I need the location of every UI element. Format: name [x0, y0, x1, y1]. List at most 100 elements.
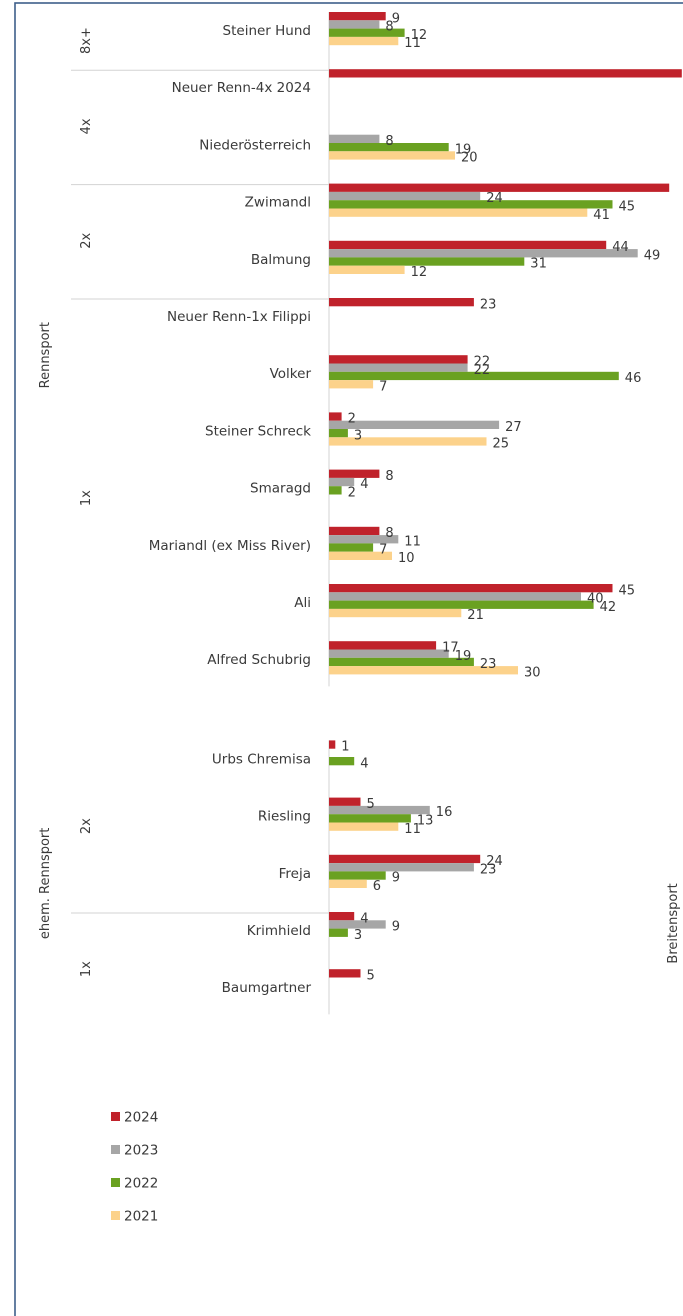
group-label: 4x [79, 118, 94, 134]
bar-2024 [329, 12, 386, 21]
value-label: 7 [379, 543, 387, 558]
bar-2022 [329, 429, 348, 438]
value-label: 21 [467, 608, 484, 623]
bar-2021 [329, 879, 367, 888]
value-label: 25 [493, 437, 510, 452]
category-label: Baumgartner [222, 980, 312, 996]
bar-2023 [329, 863, 474, 872]
bar-2024 [329, 969, 361, 978]
bar-2023 [329, 649, 449, 658]
category-label: Alfred Schubrig [207, 652, 311, 668]
value-label: 31 [530, 257, 547, 272]
value-label: 12 [411, 28, 428, 43]
bar-2023 [329, 535, 399, 544]
bar-2021 [329, 36, 399, 46]
group-label: 1x [79, 490, 94, 506]
bar-2022 [329, 28, 405, 37]
bar-2023 [329, 805, 430, 815]
value-label: 46 [625, 371, 642, 386]
value-label: 11 [404, 822, 421, 837]
bar-2022 [329, 486, 342, 495]
bar-2021 [329, 666, 518, 675]
value-label: 6 [373, 879, 381, 894]
value-label: 4 [360, 756, 368, 771]
bar-2024 [329, 298, 474, 307]
value-label: 40 [587, 592, 604, 607]
value-label: 4 [360, 911, 368, 926]
bar-2024 [329, 183, 670, 192]
value-label: 11 [404, 36, 421, 51]
category-label: Zwimandl [245, 195, 311, 211]
bar-2024 [329, 526, 380, 536]
group-label: 2x [79, 818, 94, 834]
bar-2022 [329, 657, 474, 667]
value-label: 3 [354, 428, 362, 443]
legend-swatch [111, 1145, 120, 1154]
value-label: 7 [379, 379, 387, 394]
value-label: 9 [392, 871, 400, 886]
value-label: 23 [480, 657, 497, 672]
section-label: ehem. Rennsport [38, 828, 53, 940]
value-label: 22 [474, 355, 491, 370]
bar-2021 [329, 380, 374, 389]
value-label: 24 [486, 191, 503, 206]
value-label: 3 [354, 928, 362, 943]
value-label: 5 [367, 797, 375, 812]
bar-2022 [329, 600, 594, 609]
bar-2022 [329, 543, 374, 552]
value-label: 8 [385, 469, 393, 484]
value-label: 45 [619, 200, 636, 215]
legend-entry: 2022 [124, 1176, 158, 1192]
value-label: 45 [619, 583, 636, 598]
value-label: 9 [392, 920, 400, 935]
value-label: 42 [600, 600, 617, 615]
category-label: Niederösterreich [199, 137, 311, 153]
category-label: Krimhield [247, 923, 311, 939]
legend-entry: 2023 [124, 1143, 158, 1159]
value-label: 27 [505, 420, 522, 435]
bar-2024 [329, 240, 607, 250]
bar-2023 [329, 920, 386, 929]
bar-2022 [329, 200, 613, 209]
value-label: 24 [486, 854, 503, 869]
bar-2021 [329, 551, 392, 560]
value-label: 1 [341, 740, 349, 755]
group-labels: 8x+ 4x 2x 1x Rennsport 2x 1x ehem. Rennsport Bre… [38, 27, 681, 977]
group-label: 1x [79, 961, 94, 977]
bar-2021 [329, 151, 455, 160]
category-label: Smaragd [250, 481, 311, 497]
value-label: 41 [593, 208, 610, 223]
legend-swatch [111, 1211, 120, 1220]
category-label: Urbs Chremisa [212, 751, 311, 767]
bar-2023 [329, 477, 355, 487]
value-label: 11 [404, 534, 421, 549]
bar-2024 [329, 412, 342, 421]
legend: 2024 2023 2022 2021 [111, 1110, 158, 1225]
value-label: 13 [417, 814, 434, 829]
value-label: 16 [436, 805, 453, 820]
value-label: 19 [455, 142, 472, 157]
category-label: Steiner Schreck [205, 423, 311, 439]
legend-swatch [111, 1178, 120, 1187]
value-labels: 9812118192024454144493112232222467227325… [341, 11, 660, 983]
bar-2022 [329, 928, 348, 937]
bar-2021 [329, 822, 399, 831]
value-label: 4 [360, 477, 368, 492]
category-labels: Steiner Hund Neuer Renn-4x 2024 Niederöste… [149, 23, 312, 996]
bar-2024 [329, 912, 355, 921]
legend-entry: 2024 [124, 1110, 158, 1126]
panel-border [14, 2, 683, 1316]
bar-2024 [329, 641, 437, 650]
bar-2022 [329, 871, 386, 880]
group-label: 2x [79, 233, 94, 249]
value-label: 8 [385, 20, 393, 35]
value-label: 10 [398, 551, 415, 566]
bar-2022 [329, 143, 449, 152]
category-label: Steiner Hund [223, 23, 311, 39]
value-label: 17 [442, 641, 459, 656]
category-label: Mariandl (ex Miss River) [149, 538, 311, 554]
bar-2023 [329, 592, 581, 601]
category-label: Volker [270, 366, 312, 382]
value-label: 44 [612, 240, 629, 255]
category-label: Freja [279, 866, 311, 882]
